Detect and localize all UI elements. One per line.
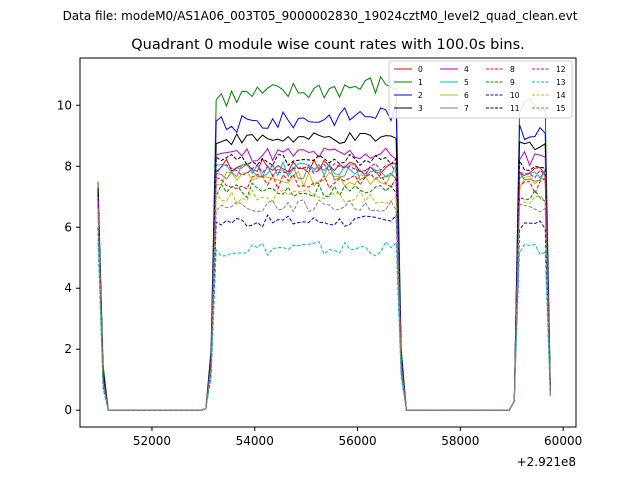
legend-label: 5 — [464, 78, 469, 87]
legend-entry-2: 2 — [394, 91, 423, 100]
chart-title: Quadrant 0 module wise count rates with … — [131, 37, 525, 53]
series-line-15 — [97, 199, 551, 411]
series-line-14 — [97, 189, 551, 411]
legend-label: 8 — [510, 65, 515, 74]
series-line-7 — [97, 163, 551, 411]
y-tick-label: 4 — [64, 281, 72, 295]
x-offset-text: +2.921e8 — [517, 455, 576, 469]
legend-label: 4 — [464, 65, 469, 74]
series-line-2 — [97, 104, 551, 411]
legend-entry-13: 13 — [532, 78, 566, 87]
legend-label: 3 — [418, 104, 423, 113]
legend-label: 2 — [418, 91, 423, 100]
y-tick-label: 0 — [64, 403, 72, 417]
legend-label: 1 — [418, 78, 423, 87]
legend-entry-14: 14 — [532, 91, 566, 100]
legend-entry-6: 6 — [440, 91, 469, 100]
legend-entry-15: 15 — [532, 104, 566, 113]
legend-entry-4: 4 — [440, 65, 469, 74]
legend-label: 12 — [556, 65, 566, 74]
legend-entry-11: 11 — [486, 104, 520, 113]
x-tick-label: 52000 — [133, 434, 171, 448]
x-tick-label: 58000 — [441, 434, 479, 448]
series-line-6 — [97, 170, 551, 411]
series-line-8 — [97, 173, 551, 411]
y-tick-label: 10 — [57, 98, 72, 112]
x-axis: 52000 54000 56000 58000 60000 — [133, 427, 582, 448]
legend-label: 6 — [464, 91, 469, 100]
legend-entry-1: 1 — [394, 78, 423, 87]
x-tick-label: 60000 — [544, 434, 582, 448]
legend-frame — [388, 60, 573, 119]
legend-entry-3: 3 — [394, 104, 423, 113]
legend-entry-7: 7 — [440, 104, 469, 113]
series-line-12 — [97, 162, 551, 411]
legend-entry-8: 8 — [486, 65, 515, 74]
series-line-4 — [97, 147, 551, 411]
legend-label: 9 — [510, 78, 515, 87]
legend-label: 0 — [418, 65, 423, 74]
legend-entry-0: 0 — [394, 65, 423, 74]
legend-label: 15 — [556, 104, 566, 113]
series-line-5 — [97, 160, 551, 411]
legend-label: 13 — [556, 78, 566, 87]
legend-entry-5: 5 — [440, 78, 469, 87]
legend-label: 7 — [464, 104, 469, 113]
series-line-11 — [97, 153, 551, 411]
series-line-13 — [97, 240, 551, 411]
legend-entry-10: 10 — [486, 91, 520, 100]
legend-label: 14 — [556, 91, 566, 100]
legend-entry-9: 9 — [486, 78, 515, 87]
series-line-1 — [97, 75, 551, 411]
legend-label: 10 — [510, 91, 520, 100]
y-tick-label: 2 — [64, 342, 72, 356]
y-tick-label: 8 — [64, 159, 72, 173]
x-tick-label: 54000 — [236, 434, 274, 448]
legend-entry-12: 12 — [532, 65, 566, 74]
series-line-0 — [97, 157, 551, 411]
y-tick-label: 6 — [64, 220, 72, 234]
x-tick-label: 56000 — [338, 434, 376, 448]
series-line-9 — [97, 182, 551, 411]
series-lines — [97, 75, 551, 411]
figure-suptitle: Data file: modeM0/AS1A06_003T05_90000028… — [63, 9, 578, 23]
y-axis: 0 2 4 6 8 10 — [57, 98, 80, 417]
series-line-10 — [97, 214, 551, 411]
legend-label: 11 — [510, 104, 520, 113]
axes-frame — [79, 57, 577, 428]
